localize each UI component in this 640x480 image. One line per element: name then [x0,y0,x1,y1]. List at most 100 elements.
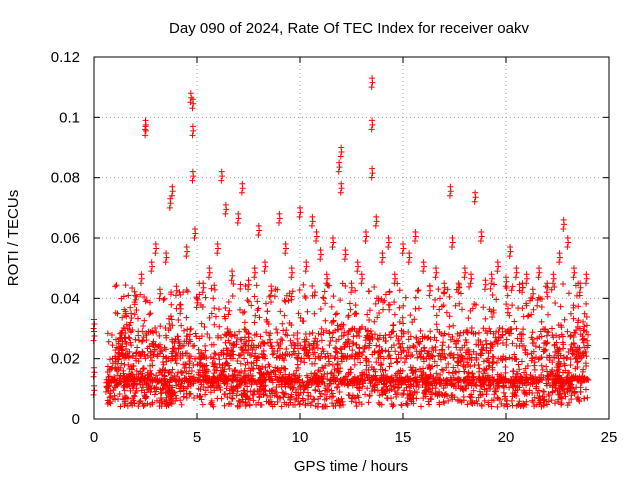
data-point [386,331,393,338]
data-point [449,394,456,401]
data-point [336,164,343,171]
data-point [212,313,219,320]
data-point [293,395,300,402]
data-point [450,364,457,371]
data-point [445,344,452,351]
data-point [177,383,184,390]
data-point [148,371,155,378]
data-point [236,328,243,335]
data-point [380,299,387,306]
data-point [130,397,137,404]
data-point [212,351,219,358]
data-point [165,315,172,322]
data-point [488,403,495,410]
data-point [558,378,565,385]
data-point [341,256,348,263]
data-point [503,401,510,408]
data-point [295,310,302,317]
data-point [144,352,151,359]
data-point [430,346,437,353]
data-point [129,373,136,380]
data-point [369,170,376,177]
data-point [382,367,389,374]
data-point [366,392,373,399]
data-point [200,284,207,291]
data-point [122,375,129,382]
data-point [260,370,267,377]
data-point [218,351,225,358]
data-point [230,351,237,358]
data-point [410,400,417,407]
data-point [400,320,407,327]
data-point [105,338,112,345]
data-point [338,185,345,192]
data-point [224,351,231,358]
data-point [210,295,217,302]
data-point [318,331,325,338]
data-point [488,280,495,287]
data-point [454,359,461,366]
data-point [266,293,273,300]
data-point [471,300,478,307]
data-point [516,366,523,373]
data-point [329,334,336,341]
data-point [545,329,552,336]
data-point [452,385,459,392]
data-point [253,362,260,369]
data-point [223,332,230,339]
data-point [398,327,405,334]
data-point [396,319,403,326]
data-point [143,297,150,304]
data-point [469,305,476,312]
data-point [382,291,389,298]
data-point [159,371,166,378]
data-point [137,381,144,388]
data-point [130,352,137,359]
data-point [211,286,218,293]
data-point [223,206,230,213]
data-point [461,368,468,375]
data-point [584,337,591,344]
data-point [451,338,458,345]
data-point [516,281,523,288]
data-point [373,295,380,302]
data-point [121,361,128,368]
data-point [177,350,184,357]
data-point [186,376,193,383]
data-point [163,394,170,401]
data-point [430,375,437,382]
data-point [385,348,392,355]
data-point [541,326,548,333]
data-point [407,353,414,360]
data-point [329,361,336,368]
data-point [537,295,544,302]
data-point [143,337,150,344]
data-point [532,343,539,350]
data-point [195,346,202,353]
data-point [263,398,270,405]
data-point [201,369,208,376]
data-point [316,388,323,395]
data-point [318,378,325,385]
data-point [535,387,542,394]
data-point [483,388,490,395]
data-point [147,370,154,377]
data-point [260,340,267,347]
data-point [325,355,332,362]
data-point [374,375,381,382]
data-point [570,340,577,347]
data-point [167,291,174,298]
data-point [169,345,176,352]
data-point [245,281,252,288]
data-point [247,367,254,374]
data-point [137,280,144,287]
data-point [579,336,586,343]
data-point [399,250,406,257]
data-point [121,387,128,394]
data-point [328,319,335,326]
data-point [549,280,556,287]
data-point [412,294,419,301]
data-point [187,391,194,398]
data-point [135,358,142,365]
data-point [189,105,196,112]
